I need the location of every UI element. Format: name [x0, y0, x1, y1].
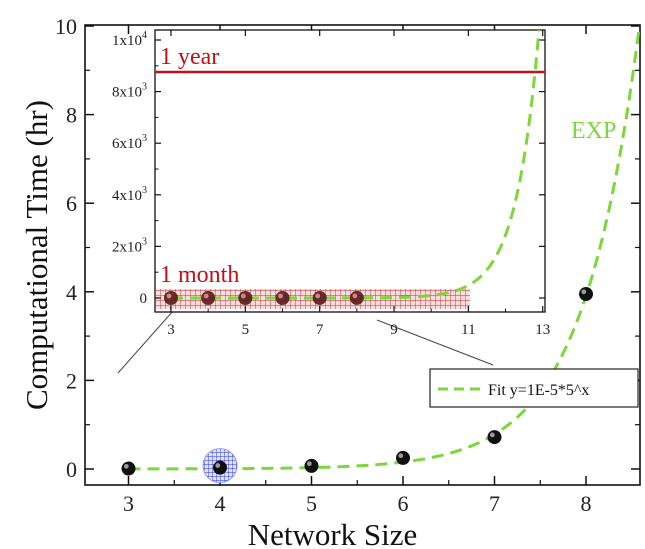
main-x-tick-label: 6 [398, 491, 409, 516]
main-y-tick-label: 6 [66, 191, 77, 216]
inset-y-tick-label: 8x103 [112, 82, 147, 101]
main-data-point [396, 450, 410, 465]
inset-connector-left [117, 310, 174, 374]
inset-y-tick-label: 1x104 [112, 30, 147, 49]
main-x-tick-label: 7 [489, 491, 500, 516]
inset-y-tick-label: 4x103 [112, 185, 147, 204]
legend-label: Fit y=1E-5*5^x [488, 382, 589, 399]
main-data-point [579, 287, 593, 302]
inset-data-point [238, 290, 253, 305]
inset-data-point [312, 290, 327, 305]
y-axis-title: Computational Time (hr) [19, 100, 54, 410]
main-x-tick-label: 4 [215, 491, 226, 516]
inset-data-point [201, 290, 216, 305]
legend-box [429, 368, 639, 408]
inset-fit-curve [171, 30, 541, 300]
main-data-point [487, 430, 502, 445]
exp-annotation: EXP [571, 118, 616, 144]
main-y-tick-label: 10 [55, 14, 77, 39]
inset-x-tick-label: 7 [316, 322, 324, 338]
main-y-tick-label: 8 [66, 103, 77, 128]
inset-plot-frame [154, 29, 546, 313]
one-month-label: 1 month [160, 262, 239, 288]
inset-x-tick-label: 9 [390, 322, 398, 338]
x-axis-title: Network Size [248, 517, 418, 549]
main-data-point [304, 458, 319, 473]
inset-data-point [164, 290, 178, 305]
main-data-point [121, 461, 136, 476]
inset-data-point [349, 290, 364, 305]
main-y-tick-label: 0 [66, 457, 77, 482]
inset-x-tick-label: 13 [535, 322, 550, 338]
main-x-tick-label: 8 [581, 491, 592, 516]
inset-data-point [275, 290, 290, 305]
inset-x-tick-label: 11 [461, 322, 475, 338]
main-plot-frame [84, 24, 641, 486]
main-y-tick-label: 4 [66, 280, 77, 305]
inset-y-tick-label: 2x103 [112, 236, 147, 255]
inset-x-tick-label: 3 [167, 322, 175, 338]
main-data-point [213, 460, 227, 475]
inset-connector-right [376, 319, 494, 366]
main-y-tick-label: 2 [66, 368, 77, 393]
main-x-tick-label: 5 [306, 491, 317, 516]
one-year-label: 1 year [160, 44, 219, 70]
inset-x-tick-label: 5 [242, 322, 250, 338]
main-x-tick-label: 3 [123, 491, 134, 516]
inset-y-tick-label: 0 [140, 291, 148, 307]
inset-y-tick-label: 6x103 [112, 133, 147, 152]
